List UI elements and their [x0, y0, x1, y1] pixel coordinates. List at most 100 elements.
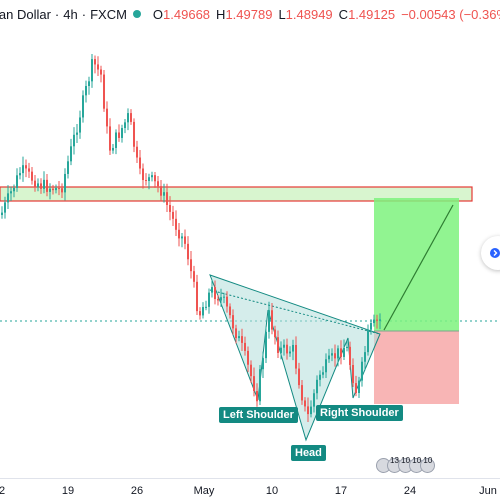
candle-body: [316, 379, 318, 394]
candle-body: [58, 188, 60, 190]
candle-body: [70, 146, 72, 162]
low-value: 1.48949: [285, 6, 333, 22]
candle-body: [40, 183, 42, 189]
candle-body: [130, 113, 132, 122]
candle-body: [175, 218, 177, 230]
price-chart[interactable]: [0, 0, 500, 478]
candle-body: [322, 372, 324, 375]
candle-body: [115, 132, 117, 148]
symbol-legend: ian Dollar · 4h · FXCM O 1.49668 H 1.49789…: [0, 0, 500, 28]
candle-body: [148, 177, 150, 181]
candle-body: [127, 113, 129, 123]
candle-body: [250, 364, 252, 377]
candle-body: [367, 329, 369, 353]
candle-body: [256, 391, 258, 402]
candle-body: [331, 353, 333, 356]
candle-body: [223, 296, 225, 298]
neckline: [209, 289, 381, 335]
candle-body: [82, 95, 84, 118]
candles-group: [1, 53, 381, 422]
right-shoulder-label[interactable]: Right Shoulder: [316, 405, 403, 421]
long-stop-zone[interactable]: [374, 331, 459, 404]
candle-body: [112, 147, 114, 151]
candle-body: [277, 337, 279, 353]
candle-body: [85, 86, 87, 96]
candle-body: [31, 171, 33, 181]
candle-body: [295, 344, 297, 369]
candle-body: [73, 134, 75, 147]
candle-body: [241, 336, 243, 343]
candle-body: [91, 59, 93, 82]
candle-body: [61, 188, 63, 193]
candle-body: [301, 385, 303, 401]
candle-body: [325, 359, 327, 373]
candle-body: [160, 186, 162, 196]
symbol-name[interactable]: ian Dollar: [0, 6, 51, 22]
candle-body: [28, 168, 30, 172]
candle-body: [274, 329, 276, 338]
candle-body: [196, 281, 198, 312]
candle-body: [307, 406, 309, 415]
candle-body: [259, 369, 261, 402]
candle-body: [121, 128, 123, 138]
candle-body: [7, 193, 9, 203]
candle-body: [355, 383, 357, 393]
candle-body: [319, 374, 321, 380]
candle-body: [46, 179, 48, 192]
candle-body: [67, 161, 69, 174]
time-axis-label: 24: [403, 485, 417, 497]
candle-body: [133, 121, 135, 147]
candle-body: [361, 361, 363, 381]
candle-body: [37, 183, 39, 188]
time-axis-label: Jun: [479, 485, 497, 497]
candle-body: [292, 344, 294, 352]
events-label: 13 10 10 10: [390, 456, 433, 465]
candle-body: [88, 81, 90, 87]
time-axis-label: 2: [0, 485, 6, 497]
head-label[interactable]: Head: [291, 445, 326, 461]
candle-body: [235, 328, 237, 339]
candle-body: [283, 344, 285, 348]
candle-body: [313, 393, 315, 407]
market-status-icon: [132, 10, 141, 18]
candle-body: [289, 351, 291, 354]
candle-body: [364, 352, 366, 362]
close-label: C: [338, 6, 349, 22]
candle-body: [55, 188, 57, 191]
candle-body: [220, 297, 222, 301]
candle-body: [136, 146, 138, 158]
time-axis[interactable]: 2 19 26 May 10 17 24 Jun: [0, 478, 500, 501]
candle-body: [163, 192, 165, 196]
time-axis-label: 26: [130, 485, 144, 497]
time-axis-label: 19: [61, 485, 75, 497]
data-source: FXCM: [90, 6, 127, 22]
candle-body: [169, 204, 171, 212]
high-label: H: [216, 6, 226, 22]
change-value: −0.00543 (−0.36%): [401, 6, 500, 22]
candle-body: [244, 342, 246, 351]
left-shoulder-label[interactable]: Left Shoulder: [219, 407, 298, 423]
candle-body: [268, 310, 270, 332]
time-axis-label: 17: [334, 485, 348, 497]
low-label: L: [278, 6, 286, 22]
candle-body: [373, 319, 375, 324]
candle-body: [247, 350, 249, 365]
candle-body: [232, 315, 234, 329]
resistance-zone[interactable]: [0, 186, 473, 202]
open-value: 1.49668: [163, 6, 211, 22]
high-value: 1.49789: [225, 6, 273, 22]
scroll-right-button[interactable]: [481, 236, 500, 270]
candle-body: [226, 296, 228, 307]
candle-body: [145, 180, 147, 182]
candle-body: [154, 175, 156, 182]
candle-body: [211, 287, 213, 293]
candle-body: [43, 179, 45, 189]
timeframe[interactable]: 4h: [63, 6, 78, 22]
candle-body: [328, 355, 330, 360]
event-icon[interactable]: [420, 458, 435, 473]
candle-body: [280, 347, 282, 353]
candle-body: [286, 344, 288, 354]
events-strip[interactable]: [376, 458, 435, 473]
candle-body: [352, 365, 354, 384]
